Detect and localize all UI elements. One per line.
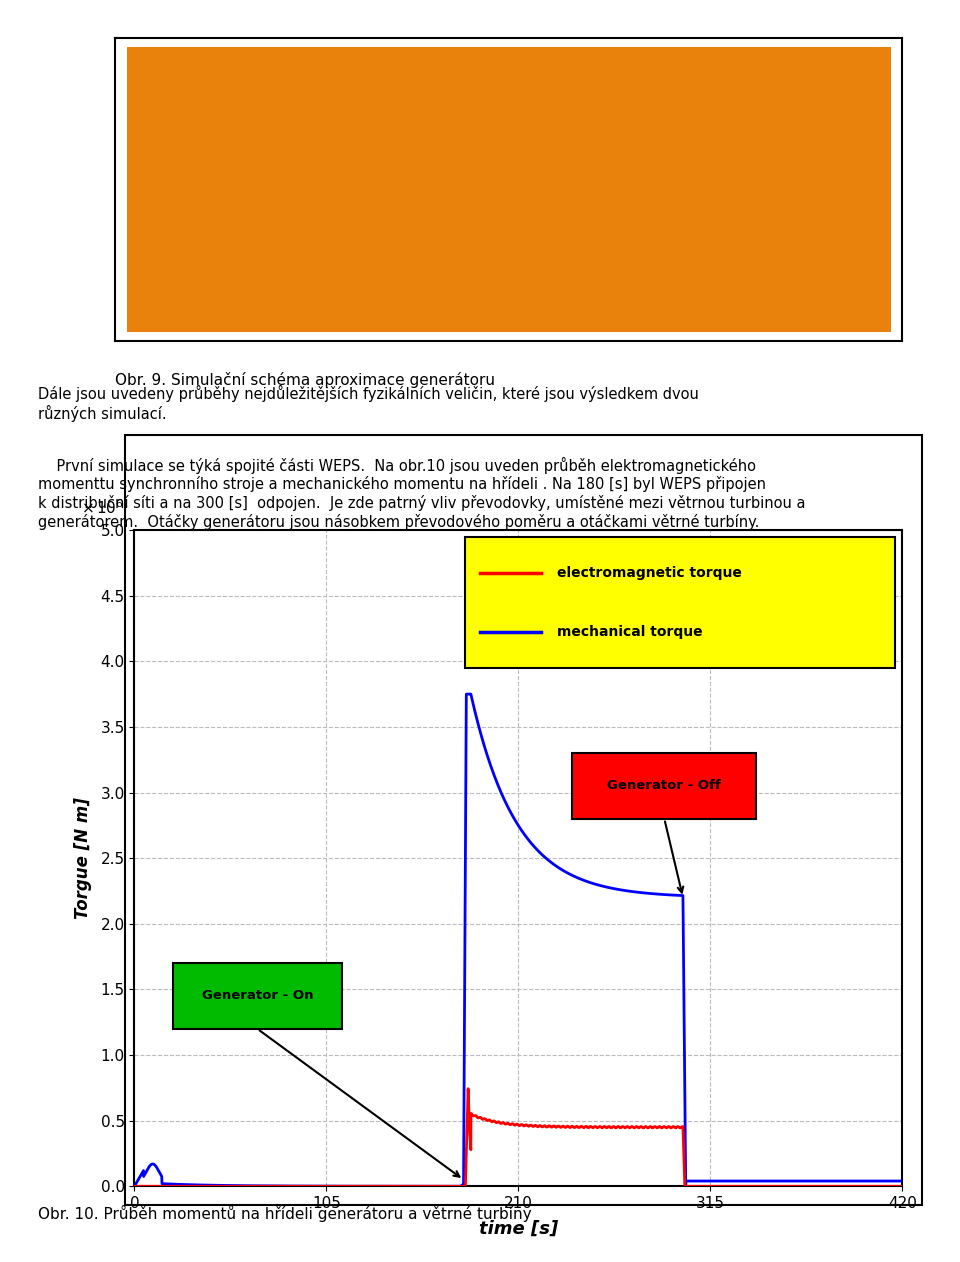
X-axis label: time [s]: time [s] xyxy=(479,1219,558,1237)
Bar xyxy=(465,536,895,668)
Text: Dále jsou uvedeny průběhy nejdůležitějších fyzikálních veličin, které jsou výsle: Dále jsou uvedeny průběhy nejdůležitější… xyxy=(38,385,699,422)
Text: Generator - On: Generator - On xyxy=(202,989,313,1002)
Bar xyxy=(173,963,342,1029)
Text: Obr. 10. Průběh momentů na hřídeli generátoru a větrné turbíny: Obr. 10. Průběh momentů na hřídeli gener… xyxy=(38,1205,532,1222)
Y-axis label: Torgue [N m]: Torgue [N m] xyxy=(74,798,92,919)
Text: První simulace se týká spojité části WEPS.  Na obr.10 jsou uveden průběh elektro: První simulace se týká spojité části WEP… xyxy=(38,457,805,530)
Text: electromagnetic torque: electromagnetic torque xyxy=(557,565,742,579)
Text: mechanical torque: mechanical torque xyxy=(557,625,703,639)
Text: $\times\,10^6$: $\times\,10^6$ xyxy=(81,498,124,517)
Bar xyxy=(572,753,756,819)
Text: Generator - Off: Generator - Off xyxy=(608,780,721,793)
Text: Obr. 9. Simulační schéma aproximace generátoru: Obr. 9. Simulační schéma aproximace gene… xyxy=(115,372,495,389)
